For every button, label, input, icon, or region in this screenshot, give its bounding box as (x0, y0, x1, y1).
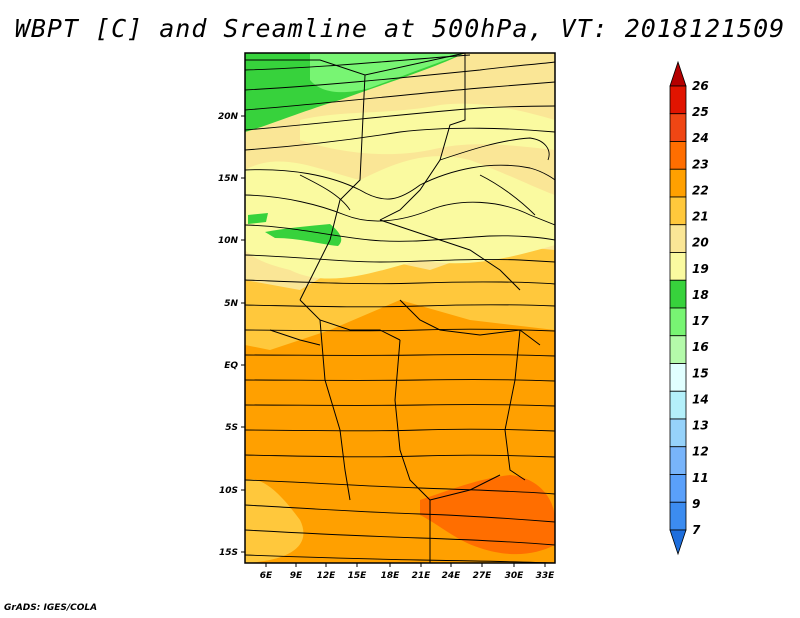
colorbar-swatch (669, 168, 687, 198)
lat-label: 10S (219, 486, 238, 496)
lat-label: 10N (218, 236, 239, 246)
colorbar-label: 7 (692, 523, 701, 537)
colorbar-label: 21 (692, 210, 709, 224)
credit-text: GrADS: IGES/COLA (4, 603, 98, 613)
lon-label: 18E (381, 571, 401, 581)
colorbar: 26 25 24 23 22 21 20 19 18 17 16 15 14 13 12 11 9 7 (669, 60, 709, 556)
colorbar-arrow-top (669, 60, 687, 87)
lon-label: 24E (442, 571, 462, 581)
lon-label: 12E (317, 571, 337, 581)
colorbar-label: 9 (692, 497, 700, 511)
colorbar-label: 22 (692, 183, 709, 197)
colorbar-label: 16 (692, 340, 709, 354)
colorbar-swatch (669, 390, 687, 420)
lon-label: 27E (473, 571, 493, 581)
lon-label: 21E (412, 571, 432, 581)
field-yellow-light-north (300, 103, 555, 155)
colorbar-swatch (669, 335, 687, 364)
colorbar-label: 19 (692, 262, 709, 276)
field-orange-light-southwest (245, 479, 304, 563)
colorbar-swatch (669, 141, 687, 170)
colorbar-swatch (669, 474, 687, 503)
colorbar-label: 18 (692, 288, 709, 302)
country-borders (245, 53, 541, 563)
lat-label: 5N (224, 299, 238, 309)
colorbar-swatch (669, 113, 687, 142)
lon-label: 6E (260, 571, 273, 581)
colorbar-label: 23 (692, 157, 709, 171)
colorbar-swatch (669, 224, 687, 253)
colorbar-label: 26 (692, 79, 709, 93)
colorbar-swatch (669, 252, 687, 281)
lon-axis: 6E 9E 12E 15E 18E 21E 24E 27E 30E 33E (260, 563, 555, 581)
colorbar-label: 11 (692, 471, 709, 485)
lat-label: 20N (218, 112, 239, 122)
map-plot-area (245, 53, 555, 563)
colorbar-swatch (669, 307, 687, 337)
colorbar-swatch (669, 85, 687, 115)
lon-label: 15E (348, 571, 368, 581)
lat-label: EQ (224, 361, 238, 371)
field-orange-south (420, 475, 555, 555)
colorbar-label: 15 (692, 366, 709, 380)
field-green-west (248, 213, 268, 224)
map-frame (244, 52, 556, 564)
colorbar-label: 14 (692, 392, 709, 406)
colorbar-swatch (669, 418, 687, 448)
colorbar-swatch (669, 446, 687, 475)
lon-label: 9E (290, 571, 303, 581)
colorbar-label: 25 (692, 105, 709, 119)
colorbar-swatch (669, 501, 687, 531)
colorbar-label: 20 (692, 236, 709, 250)
colorbar-swatch (669, 363, 687, 392)
lon-label: 30E (505, 571, 525, 581)
colorbar-label: 12 (692, 445, 709, 459)
map-title: WBPT [C] and Sreamline at 500hPa, VT: 20… (14, 14, 786, 43)
colorbar-label: 13 (692, 419, 709, 433)
colorbar-swatch (669, 196, 687, 226)
lat-label: 15S (219, 548, 238, 558)
colorbar-swatch (669, 279, 687, 309)
lon-label: 33E (536, 571, 556, 581)
lat-axis: 20N 15N 10N 5N EQ 5S 10S 15S (218, 112, 245, 558)
lat-label: 15N (218, 174, 239, 184)
field-green-mid (265, 224, 342, 246)
colorbar-label: 17 (692, 314, 709, 328)
colorbar-arrow-bottom (669, 529, 687, 556)
lat-label: 5S (225, 423, 238, 433)
colorbar-label: 24 (692, 131, 709, 145)
